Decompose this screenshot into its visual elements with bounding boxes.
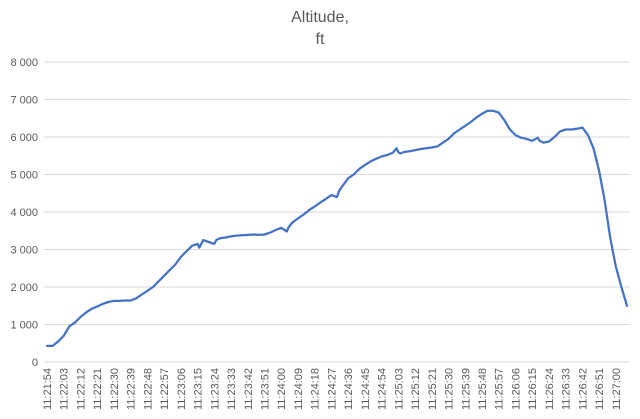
- x-tick-label: 11:24:36: [343, 368, 355, 410]
- x-tick-label: 11:22:39: [126, 368, 138, 410]
- x-tick-label: 11:22:21: [92, 368, 104, 410]
- chart-title: Altitude,: [291, 9, 349, 26]
- x-tick-label: 11:25:30: [444, 368, 456, 410]
- x-tick-label: 11:25:12: [410, 368, 422, 410]
- x-tick-label: 11:23:42: [243, 368, 255, 410]
- x-tick-label: 11:22:48: [142, 368, 154, 410]
- chart-subtitle: ft: [316, 31, 325, 48]
- x-tick-label: 11:22:30: [109, 368, 121, 410]
- y-tick-label: 4 000: [10, 207, 38, 219]
- x-tick-label: 11:25:57: [494, 368, 506, 410]
- y-tick-label: 3 000: [10, 245, 38, 257]
- y-tick-label: 0: [32, 357, 38, 369]
- x-tick-label: 11:23:06: [176, 368, 188, 410]
- gridlines: [44, 61, 630, 363]
- x-tick-label: 11:26:24: [544, 368, 556, 410]
- x-tick-label: 11:26:06: [510, 368, 522, 410]
- x-tick-label: 11:25:21: [427, 368, 439, 410]
- y-tick-label: 8 000: [10, 57, 38, 69]
- x-tick-label: 11:24:27: [326, 368, 338, 410]
- y-tick-label: 2 000: [10, 282, 38, 294]
- x-tick-label: 11:23:51: [260, 368, 272, 410]
- x-tick-label: 11:22:03: [59, 368, 71, 410]
- series-layer: [45, 109, 629, 348]
- x-tick-label: 11:23:15: [193, 368, 205, 410]
- x-tick-label: 11:21:54: [42, 368, 54, 410]
- y-tick-label: 5 000: [10, 170, 38, 182]
- x-tick-label: 11:25:39: [460, 368, 472, 410]
- altitude-series-line: [45, 109, 629, 348]
- x-tick-label: 11:26:42: [577, 368, 589, 410]
- x-tick-label: 11:24:00: [276, 368, 288, 410]
- x-tick-label: 11:24:18: [310, 368, 322, 410]
- x-tick-label: 11:24:45: [360, 368, 372, 410]
- x-tick-label: 11:24:09: [293, 368, 305, 410]
- x-tick-label: 11:22:12: [75, 368, 87, 410]
- x-tick-label: 11:26:51: [594, 368, 606, 410]
- x-tick-label: 11:27:00: [611, 368, 623, 410]
- y-axis-ticks: 0 1 000 2 000 3 000 4 000 5 000 6 000 7 000 8 00…: [10, 57, 38, 369]
- y-tick-label: 7 000: [10, 95, 38, 107]
- x-tick-label: 11:25:48: [477, 368, 489, 410]
- x-tick-label: 11:23:33: [226, 368, 238, 410]
- x-tick-label: 11:23:24: [209, 368, 221, 410]
- x-tick-label: 11:26:33: [561, 368, 573, 410]
- x-tick-label: 11:25:03: [393, 368, 405, 410]
- x-tick-label: 11:24:54: [377, 368, 389, 410]
- y-tick-label: 6 000: [10, 132, 38, 144]
- y-tick-label: 1 000: [10, 320, 38, 332]
- x-axis-ticks: 11:21:54 11:22:03 11:22:12 11:22:21 11:22:30…: [42, 368, 623, 410]
- x-tick-label: 11:22:57: [159, 368, 171, 410]
- x-tick-label: 11:26:15: [527, 368, 539, 410]
